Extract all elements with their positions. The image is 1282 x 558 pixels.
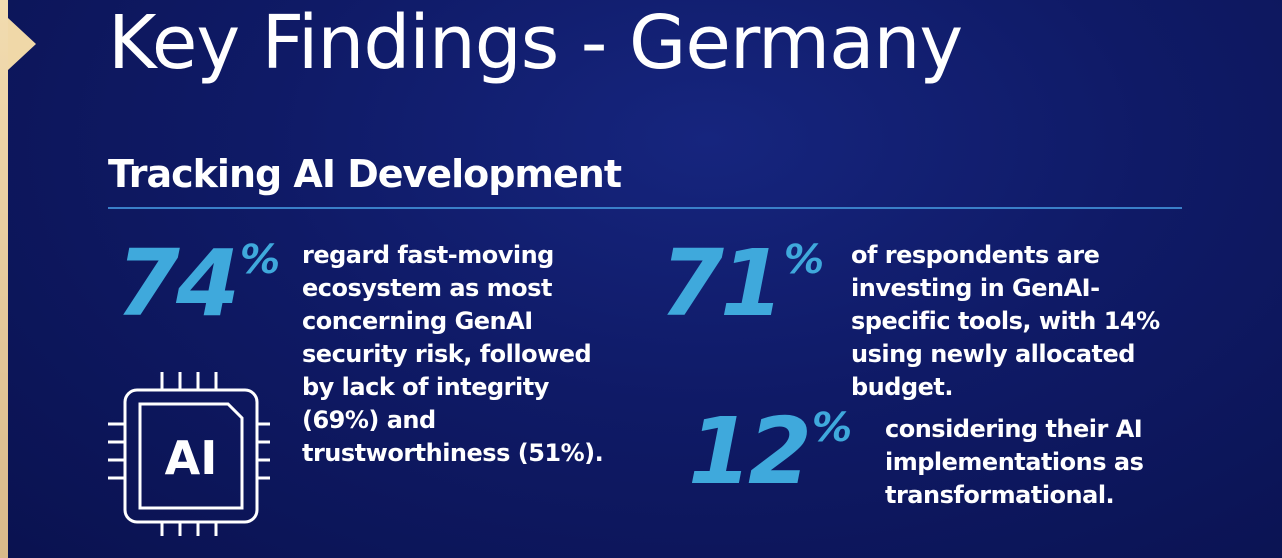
tab-arrow-icon (8, 18, 36, 70)
slide-background (8, 0, 1282, 558)
stat-number: 12 (688, 398, 812, 505)
left-edge-strip (0, 0, 8, 558)
stat-12-value: 12% (688, 406, 852, 498)
stat-12-text: considering their AI implementations as … (885, 415, 1144, 509)
chip-label: AI (165, 431, 218, 485)
stat-unit: % (240, 237, 281, 283)
ai-chip-icon: AI (100, 368, 270, 538)
section-subtitle: Tracking AI Development (108, 152, 622, 196)
section-divider (108, 207, 1182, 209)
stat-unit: % (812, 405, 853, 451)
stat-71-text: of respondents are investing in GenAI-sp… (851, 241, 1160, 401)
stat-number: 74 (116, 230, 240, 337)
stat-71-value: 71% (660, 238, 824, 330)
stat-number: 71 (660, 230, 784, 337)
stat-74-text: regard fast-moving ecosystem as most con… (302, 241, 604, 467)
stat-unit: % (784, 237, 825, 283)
page-title: Key Findings - Germany (108, 0, 963, 86)
stat-74-value: 74% (116, 238, 280, 330)
